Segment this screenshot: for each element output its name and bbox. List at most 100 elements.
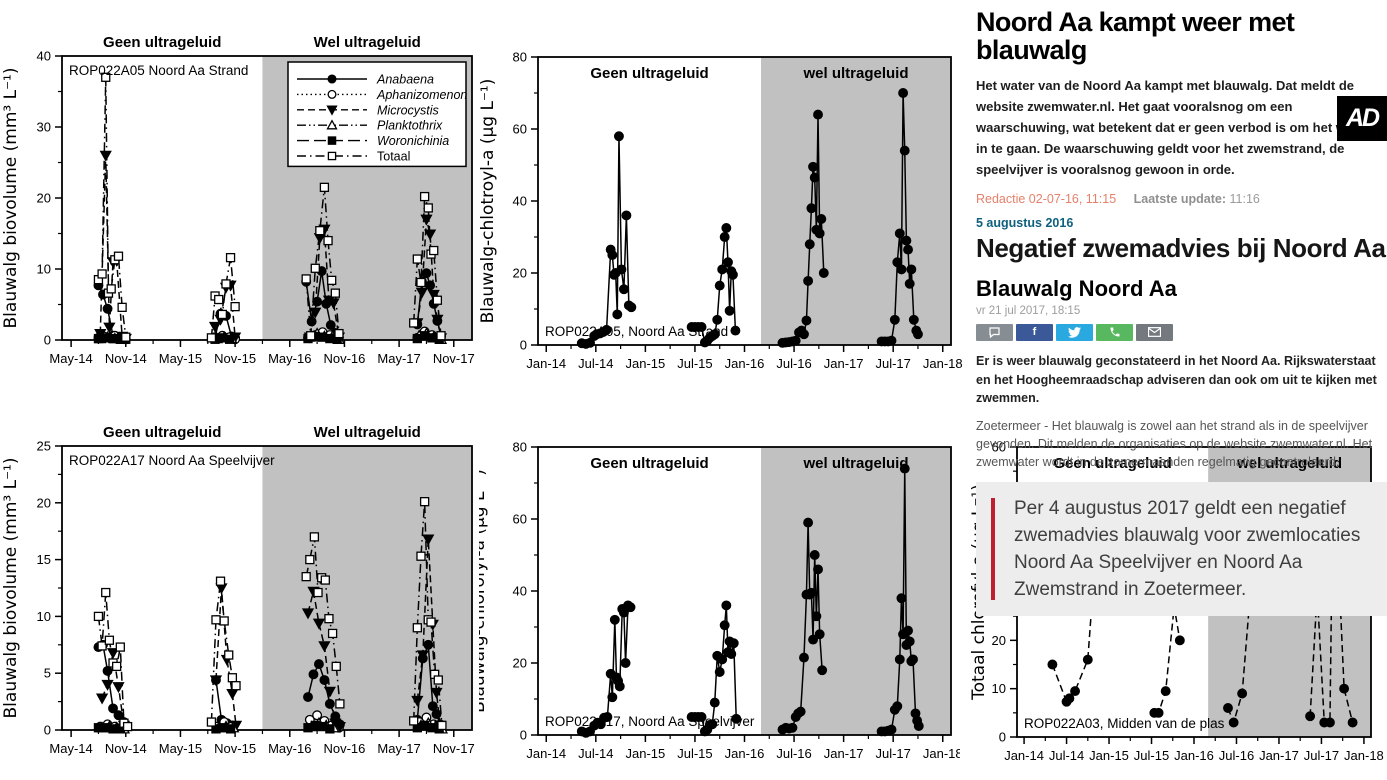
social-share-row: f (976, 323, 1387, 341)
chart-chlorofyl-strand: 0 20 40 60 80 Jan-14 Jul-14 Jan-15 Jul-15 Jan-16 J… (479, 0, 965, 390)
svg-text:0: 0 (44, 333, 51, 348)
comment-share-button[interactable] (976, 323, 1013, 341)
svg-text:Nov-17: Nov-17 (433, 351, 475, 366)
svg-text:Aphanizomenon: Aphanizomenon (376, 88, 467, 102)
svg-text:Jul-14: Jul-14 (578, 746, 613, 761)
article1-meta: Redactie 02-07-16, 11:15 Laatste update:… (976, 192, 1387, 206)
svg-text:Wel ultrageluid: Wel ultrageluid (314, 424, 421, 441)
article1-headline: Noord Aa kampt weer met blauwalg (976, 7, 1295, 66)
svg-text:Jan-18: Jan-18 (923, 356, 963, 371)
svg-text:wel ultrageluid: wel ultrageluid (803, 65, 909, 82)
svg-text:Jan-14: Jan-14 (526, 356, 566, 371)
svg-text:Geen ultrageluid: Geen ultrageluid (590, 65, 708, 82)
svg-text:Blauwalg-chlorofyl-a (µg L⁻¹): Blauwalg-chlorofyl-a (µg L⁻¹) (479, 469, 489, 713)
svg-text:ROP022A17, Noord Aa Speelvijve: ROP022A17, Noord Aa Speelvijver (545, 714, 755, 729)
svg-text:Geen ultrageluid: Geen ultrageluid (1053, 455, 1171, 472)
svg-text:25: 25 (37, 439, 51, 454)
svg-text:Jan-17: Jan-17 (1259, 748, 1299, 763)
svg-text:ROP022A05, Noord Aa Strand: ROP022A05, Noord Aa Strand (545, 324, 728, 339)
svg-text:ROP022A05 Noord Aa Strand: ROP022A05 Noord Aa Strand (69, 63, 248, 78)
svg-text:Geen ultrageluid: Geen ultrageluid (103, 424, 221, 441)
svg-text:20: 20 (992, 633, 1006, 648)
svg-text:Geen ultrageluid: Geen ultrageluid (590, 455, 708, 472)
envelope-icon (1148, 327, 1161, 338)
svg-text:Blauwalg biovolume (mm³ L⁻¹): Blauwalg biovolume (mm³ L⁻¹) (1, 458, 21, 719)
svg-text:Jan-16: Jan-16 (725, 356, 765, 371)
facebook-share-button[interactable]: f (1016, 323, 1053, 341)
article1-byline: Redactie 02-07-16, 11:15 (976, 191, 1117, 206)
svg-text:Nov-15: Nov-15 (214, 741, 256, 756)
svg-text:Jul-15: Jul-15 (677, 746, 712, 761)
article3-quote: Per 4 augustus 2017 geldt een negatief z… (976, 481, 1387, 617)
svg-text:Totaal: Totaal (377, 150, 410, 164)
chart-chlorofyl-speelvijver: 0 20 40 60 80 Jan-14 Jul-14 Jan-15 Jul-15 Jan-16 J… (479, 390, 965, 780)
svg-text:10: 10 (37, 609, 51, 624)
svg-text:Jul-17: Jul-17 (1304, 748, 1339, 763)
svg-text:5: 5 (44, 666, 51, 681)
svg-text:Microcystis: Microcystis (377, 103, 439, 117)
svg-text:Nov-15: Nov-15 (214, 351, 256, 366)
update-label: Laatste update: (1133, 191, 1227, 206)
svg-text:May-17: May-17 (377, 351, 420, 366)
svg-text:0: 0 (520, 728, 527, 743)
svg-text:15: 15 (37, 552, 51, 567)
svg-text:60: 60 (513, 512, 527, 527)
svg-text:Jul-16: Jul-16 (776, 356, 811, 371)
twitter-share-button[interactable] (1056, 323, 1093, 341)
svg-text:60: 60 (992, 440, 1006, 455)
svg-text:Nov-16: Nov-16 (323, 741, 365, 756)
article1-update: Laatste update: 11:16 (1134, 192, 1260, 206)
svg-text:ROP022A03, Midden van de plas: ROP022A03, Midden van de plas (1024, 716, 1225, 731)
article3-body: Zoetermeer - Het blauwalg is zowel aan h… (976, 419, 1373, 470)
article2-date: 5 augustus 2016 (976, 215, 1074, 230)
svg-text:10: 10 (992, 681, 1006, 696)
svg-text:20: 20 (513, 266, 527, 281)
svg-text:Nov-14: Nov-14 (105, 351, 147, 366)
svg-text:May-15: May-15 (159, 351, 202, 366)
svg-text:May-16: May-16 (268, 741, 311, 756)
svg-text:Jul-17: Jul-17 (875, 356, 910, 371)
ad-logo: AD (1337, 96, 1387, 141)
whatsapp-share-button[interactable] (1096, 323, 1133, 341)
svg-text:Jan-17: Jan-17 (824, 746, 864, 761)
svg-text:Blauwalg-chlotroyl-a (µg L⁻¹): Blauwalg-chlotroyl-a (µg L⁻¹) (479, 79, 498, 324)
svg-text:40: 40 (513, 194, 527, 209)
svg-text:Jan-16: Jan-16 (1174, 748, 1214, 763)
chart-biovolume-strand: 0 10 20 30 40 May-14 Nov-14 May-15 Nov-15 May-16 N… (0, 0, 480, 390)
svg-text:40: 40 (513, 584, 527, 599)
svg-text:May-17: May-17 (377, 741, 420, 756)
svg-text:20: 20 (37, 191, 51, 206)
svg-text:Blauwalg biovolume (mm³ L⁻¹): Blauwalg biovolume (mm³ L⁻¹) (1, 68, 21, 329)
svg-text:ROP022A17 Noord Aa Speelvijver: ROP022A17 Noord Aa Speelvijver (69, 453, 275, 468)
svg-text:Jul-17: Jul-17 (875, 746, 910, 761)
twitter-bird-icon (1068, 327, 1081, 338)
news-panel: Noord Aa kampt weer met blauwalg Het wat… (976, 2, 1387, 617)
svg-text:10: 10 (37, 262, 51, 277)
svg-text:wel ultrageluid: wel ultrageluid (1236, 455, 1342, 472)
svg-text:20: 20 (37, 495, 51, 510)
svg-text:0: 0 (520, 338, 527, 353)
svg-text:Jul-14: Jul-14 (578, 356, 613, 371)
svg-text:Jul-16: Jul-16 (776, 746, 811, 761)
svg-text:Jan-15: Jan-15 (626, 356, 666, 371)
svg-text:40: 40 (37, 49, 51, 64)
article3-intro: Er is weer blauwalg geconstateerd in het… (976, 353, 1377, 406)
facebook-icon: f (1032, 326, 1037, 339)
svg-text:Nov-17: Nov-17 (433, 741, 475, 756)
svg-text:Woronichinia: Woronichinia (377, 134, 449, 148)
email-share-button[interactable] (1136, 323, 1173, 341)
svg-text:Anabaena: Anabaena (376, 73, 434, 87)
svg-text:0: 0 (999, 730, 1006, 745)
svg-text:Jul-15: Jul-15 (677, 356, 712, 371)
speech-bubble-icon (988, 327, 1001, 338)
svg-text:Jul-14: Jul-14 (1049, 748, 1084, 763)
article3-headline: Blauwalg Noord Aa (976, 275, 1177, 301)
update-time: 11:16 (1229, 191, 1260, 206)
svg-text:80: 80 (513, 50, 527, 65)
svg-text:80: 80 (513, 440, 527, 455)
svg-text:Jul-15: Jul-15 (1134, 748, 1169, 763)
svg-text:May-16: May-16 (268, 351, 311, 366)
svg-text:Jan-14: Jan-14 (526, 746, 566, 761)
svg-text:Geen ultrageluid: Geen ultrageluid (103, 34, 221, 51)
svg-text:Jan-18: Jan-18 (923, 746, 963, 761)
